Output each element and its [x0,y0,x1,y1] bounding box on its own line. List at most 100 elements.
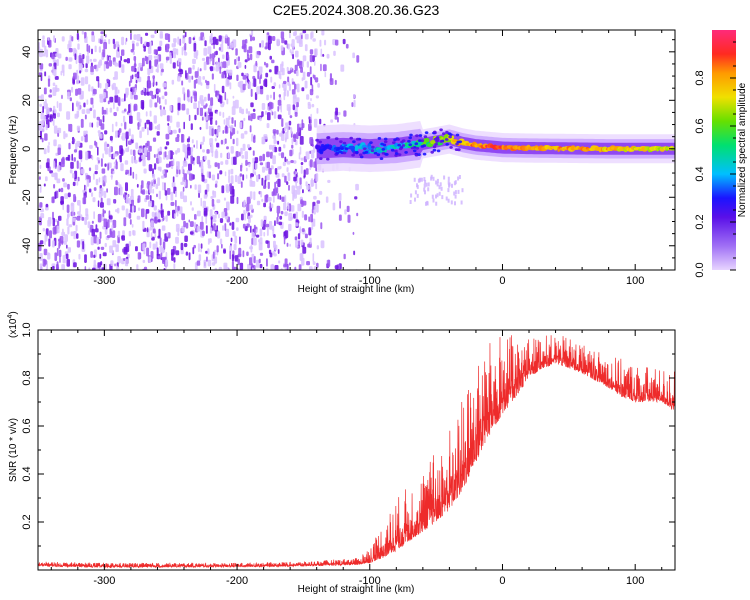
noise-cell [45,98,47,103]
noise-cell [273,234,276,238]
noise-cell [188,36,192,44]
noise-cell [84,184,86,191]
noise-cell [230,237,233,243]
noise-cell [147,67,151,76]
noise-cell [344,209,347,215]
noise-cell [40,94,44,100]
noise-cell [309,159,313,168]
noise-cell [271,59,275,64]
noise-cell [305,151,310,160]
noise-cell [299,136,304,145]
noise-cell [176,48,179,56]
noise-cell [447,180,450,185]
noise-cell [292,31,297,37]
noise-cell [266,258,268,267]
noise-cell [70,202,74,207]
noise-cell [82,197,86,205]
noise-cell [232,138,235,145]
noise-cell [319,190,323,195]
noise-cell [45,228,49,237]
noise-cell [310,32,313,40]
noise-cell [117,96,121,106]
noise-cell [440,186,443,191]
noise-cell [131,134,134,140]
noise-cell [241,108,244,115]
noise-cell [453,191,456,196]
noise-cell [106,188,108,193]
noise-cell [202,149,205,153]
noise-cell [246,54,250,62]
noise-cell [141,154,145,160]
ridge-cell [344,147,349,151]
noise-cell [109,135,113,141]
noise-cell [131,40,135,44]
noise-cell [39,202,43,208]
noise-cell [294,64,298,71]
noise-cell [249,179,253,187]
noise-cell [250,53,253,61]
noise-cell [133,103,138,111]
noise-cell [460,200,463,205]
noise-cell [339,200,341,209]
noise-cell [216,142,220,148]
noise-cell [152,188,155,194]
noise-cell [53,139,57,147]
noise-cell [292,94,297,99]
noise-cell [182,186,185,192]
noise-cell [76,125,81,131]
noise-cell [180,192,182,197]
noise-cell [227,54,230,59]
noise-cell [154,126,157,130]
y-tick-label: -40 [21,238,33,254]
noise-cell [264,61,266,66]
noise-cell [116,265,118,270]
noise-cell [159,146,162,153]
noise-cell [296,185,301,195]
noise-cell [83,102,86,108]
noise-cell [175,236,179,244]
noise-cell [117,207,120,214]
noise-cell [103,190,107,198]
noise-cell [199,95,204,104]
noise-cell [159,237,162,246]
noise-cell [158,190,161,200]
ridge-cell [449,146,453,149]
noise-cell [187,146,191,156]
noise-cell [184,151,187,160]
noise-cell [173,263,176,270]
noise-cell [90,236,94,246]
noise-cell [135,173,138,180]
ridge-cell [369,141,373,145]
noise-cell [153,154,156,158]
noise-cell [88,45,91,53]
noise-cell [292,213,297,219]
noise-cell [198,254,202,262]
noise-cell [265,267,269,270]
noise-cell [53,112,56,119]
noise-cell [214,129,217,135]
noise-cell [293,176,297,182]
noise-cell [62,228,64,233]
noise-cell [287,70,292,75]
noise-cell [177,36,180,45]
noise-cell [161,68,164,73]
noise-cell [209,112,213,117]
noise-cell [280,31,285,39]
noise-cell [312,55,315,63]
noise-cell [420,177,423,182]
noise-cell [143,266,148,270]
noise-cell [292,104,295,111]
noise-cell [77,101,81,111]
noise-cell [319,118,322,125]
noise-cell [232,231,236,237]
snr-multiplier-base: x10 [8,318,19,335]
noise-cell [153,49,158,55]
noise-cell [231,106,236,115]
noise-cell [52,82,56,87]
noise-cell [300,255,303,261]
noise-cell [175,223,180,232]
noise-cell [221,71,225,79]
noise-cell [256,200,261,206]
noise-cell [266,174,270,181]
noise-cell [152,78,155,86]
